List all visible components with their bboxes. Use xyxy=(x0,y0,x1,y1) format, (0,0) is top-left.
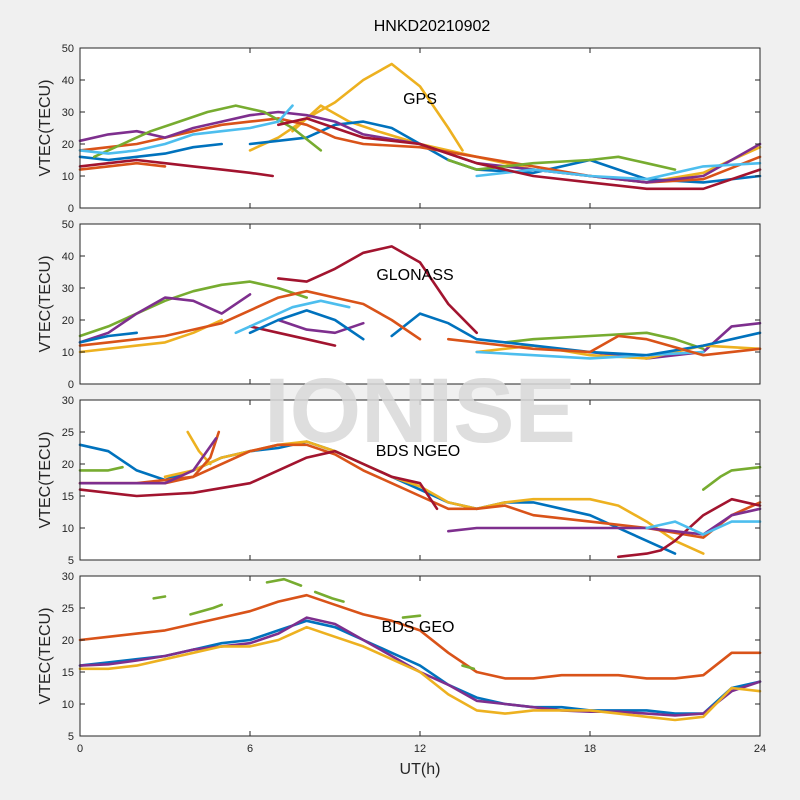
y-tick-label: 20 xyxy=(62,635,74,647)
y-tick-label: 40 xyxy=(62,75,74,87)
series-line xyxy=(189,603,223,616)
series-line xyxy=(78,289,422,347)
panel-2: 5 10 15 20 25 30 VTEC(TECU) BDS NGEO xyxy=(37,395,762,567)
y-axis-label: VTEC(TECU) xyxy=(37,608,54,705)
panel-0: 0 10 20 30 40 50 VTEC(TECU) GPS xyxy=(37,43,762,215)
series-line xyxy=(78,449,439,511)
y-tick-label: 20 xyxy=(62,459,74,471)
series-line xyxy=(461,664,476,671)
series-line xyxy=(277,117,762,191)
x-tick-label: 0 xyxy=(77,743,83,755)
x-tick-label: 18 xyxy=(584,743,596,755)
y-tick-label: 10 xyxy=(62,523,74,535)
series-line xyxy=(645,520,762,536)
series-line xyxy=(78,161,167,171)
series-line xyxy=(78,280,308,338)
series-group xyxy=(78,577,762,722)
series-line xyxy=(248,62,464,152)
panel-1: 0 10 20 30 40 50 VTEC(TECU) GLONASS xyxy=(37,219,762,391)
series-line xyxy=(152,595,167,600)
y-tick-label: 5 xyxy=(68,731,74,743)
y-tick-label: 15 xyxy=(62,667,74,679)
x-tick-label: 6 xyxy=(247,743,253,755)
series-line xyxy=(702,465,762,491)
series-line xyxy=(234,299,351,335)
y-tick-label: 20 xyxy=(62,315,74,327)
series-line xyxy=(313,590,345,603)
y-tick-label: 10 xyxy=(62,171,74,183)
series-line xyxy=(78,293,252,344)
x-axis-label: UT(h) xyxy=(400,761,441,778)
y-axis-label: VTEC(TECU) xyxy=(37,432,54,529)
panel-label: GPS xyxy=(403,91,437,108)
series-line xyxy=(78,593,762,680)
y-tick-label: 5 xyxy=(68,555,74,567)
y-axis-label: VTEC(TECU) xyxy=(37,256,54,353)
series-line xyxy=(401,614,422,619)
series-line xyxy=(277,318,365,335)
series-group xyxy=(78,245,762,360)
series-line xyxy=(78,625,762,722)
y-tick-label: 10 xyxy=(62,699,74,711)
y-tick-label: 20 xyxy=(62,139,74,151)
series-line xyxy=(447,507,762,536)
series-group xyxy=(78,62,762,191)
figure-title: HNKD20210902 xyxy=(374,18,491,35)
series-line xyxy=(78,331,138,344)
y-tick-label: 30 xyxy=(62,571,74,583)
y-tick-label: 30 xyxy=(62,283,74,295)
series-line xyxy=(447,334,762,357)
series-line xyxy=(447,155,677,171)
series-line xyxy=(78,437,218,485)
y-tick-label: 40 xyxy=(62,251,74,263)
panel-label: BDS GEO xyxy=(382,619,455,636)
panel-label: BDS NGEO xyxy=(376,443,460,460)
y-tick-label: 50 xyxy=(62,219,74,231)
y-tick-label: 30 xyxy=(62,107,74,119)
y-tick-label: 50 xyxy=(62,43,74,55)
series-line xyxy=(503,331,705,351)
y-tick-label: 25 xyxy=(62,603,74,615)
watermark: IONISE xyxy=(264,360,576,462)
series-line xyxy=(78,142,223,162)
y-tick-label: 30 xyxy=(62,395,74,407)
y-tick-label: 15 xyxy=(62,491,74,503)
y-tick-label: 10 xyxy=(62,347,74,359)
series-line xyxy=(248,309,365,341)
series-line xyxy=(475,350,705,360)
x-tick-label: 12 xyxy=(414,743,426,755)
panel-label: GLONASS xyxy=(376,267,453,284)
y-axis-label: VTEC(TECU) xyxy=(37,80,54,177)
series-line xyxy=(78,158,274,178)
axes-background xyxy=(80,48,760,208)
axes-background xyxy=(80,400,760,560)
y-tick-label: 0 xyxy=(68,203,74,215)
series-group xyxy=(78,430,762,559)
series-line xyxy=(617,497,762,559)
series-line xyxy=(78,104,294,155)
series-line xyxy=(248,120,762,184)
series-line xyxy=(186,430,212,466)
series-line xyxy=(265,577,303,587)
series-line xyxy=(248,325,337,347)
panel-3: 5 10 15 20 25 30 0 6 12 18 24 VTEC(TECU) BDS GEO UT(h… xyxy=(37,571,766,778)
series-line xyxy=(78,318,223,354)
series-line xyxy=(78,465,124,472)
series-line xyxy=(163,430,221,485)
x-tick-label: 24 xyxy=(754,743,766,755)
series-line xyxy=(475,161,762,181)
y-tick-label: 0 xyxy=(68,379,74,391)
y-tick-label: 25 xyxy=(62,427,74,439)
series-line xyxy=(277,245,478,335)
